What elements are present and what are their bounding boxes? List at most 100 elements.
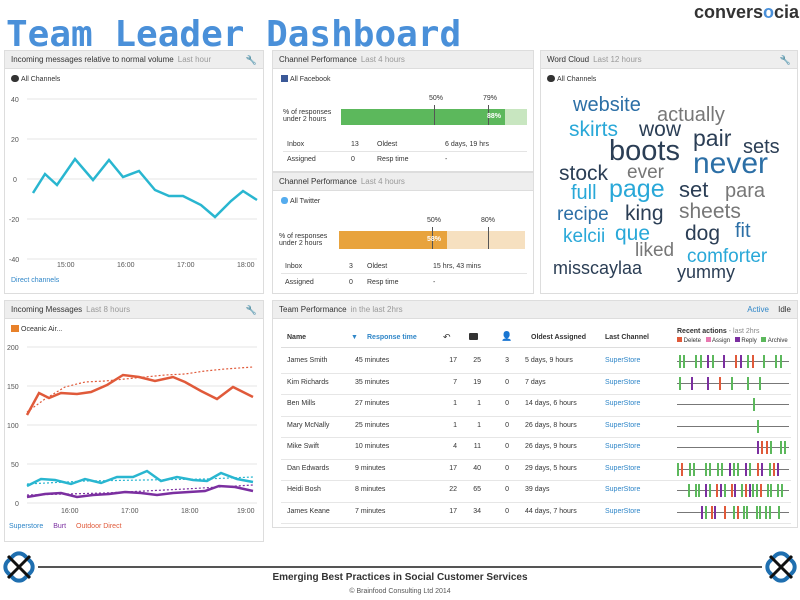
word-cloud-term[interactable]: website [573,94,641,116]
word-cloud-term[interactable]: stock [559,162,609,185]
channel-filter[interactable]: Oceanic Air... [11,325,62,333]
sort-desc-icon[interactable]: ▼ [351,334,358,341]
last-channel-link[interactable]: SuperStore [605,421,641,429]
word-cloud: website actually skirts wow pair boots s… [541,51,797,293]
activity-tick [747,355,750,368]
channel-filter[interactable]: All Channels [11,75,60,83]
word-cloud-term[interactable]: recipe [557,204,609,225]
col-last-channel[interactable]: Last Channel [605,334,649,341]
word-cloud-term[interactable]: sets [743,136,780,158]
response-time: 9 minutes [355,464,386,472]
legend-superstore[interactable]: Superstore [9,523,44,530]
legend-swatch-reply [734,337,740,342]
word-cloud-term[interactable]: fit [735,220,751,242]
table-row[interactable] [281,480,791,503]
panel-header: Channel Performance Last 4 hours [273,173,533,191]
table-row[interactable] [281,351,791,374]
col-oldest-assigned[interactable]: Oldest Assigned [531,334,586,341]
word-cloud-term[interactable]: skirts [569,118,618,141]
legend-reply: Reply [741,338,757,344]
y-tick: 150 [7,384,19,391]
table-row[interactable] [281,502,791,524]
table-row[interactable] [281,437,791,460]
last-channel-link[interactable]: SuperStore [605,378,641,386]
word-cloud-term[interactable]: king [625,202,664,225]
wrench-icon[interactable]: 🔧 [245,55,257,65]
activity-tick [679,355,682,368]
last-channel-link[interactable]: SuperStore [605,486,641,493]
activity-tick [741,484,744,497]
activity-tick [779,441,782,454]
col-name[interactable]: Name [287,334,307,341]
reply-icon[interactable]: ↶ [443,332,451,342]
count-assigned: 0 [505,443,509,450]
tab-idle[interactable]: Idle [778,305,791,314]
footer-title: Emerging Best Practices in Social Custom… [272,572,528,583]
channel-filter[interactable]: All Twitter [281,197,320,205]
panel-title: Incoming messages relative to normal vol… [11,55,174,64]
last-channel-link[interactable]: SuperStore [605,400,641,407]
table-row[interactable] [281,459,791,481]
word-cloud-term[interactable]: para [725,180,766,202]
count-inbox: 1 [477,400,481,407]
activity-tick [714,505,717,519]
channel-filter[interactable]: All Channels [547,75,596,83]
tab-active[interactable]: Active [747,305,769,314]
panel-range: Last 8 hours [86,305,131,314]
word-cloud-term[interactable]: full [571,182,597,204]
team-performance-panel: Team Performance in the last 2hrs Active … [272,300,798,528]
channel-filter[interactable]: All Facebook [281,75,330,83]
word-cloud-term[interactable]: dog [685,222,721,245]
oldest-value: 15 hrs, 43 mins [433,263,481,270]
word-cloud-term[interactable]: que [615,222,651,245]
series-legend-direct-channels[interactable]: Direct channels [11,277,60,284]
activity-timeline [677,425,789,427]
oldest-assigned: 29 days, 5 hours [525,464,577,472]
table-row[interactable] [281,416,791,438]
word-cloud-term[interactable]: comforter [687,246,768,267]
word-cloud-term[interactable]: boots [609,135,680,167]
oldest-assigned: 26 days, 8 hours [525,421,577,429]
word-cloud-term[interactable]: actually [657,104,725,126]
activity-tick [737,462,740,476]
count-replies: 17 [449,507,457,515]
wrench-icon[interactable]: 🔧 [779,55,791,65]
word-cloud-term[interactable]: wow [639,118,682,141]
word-cloud-term[interactable]: ever [627,162,664,183]
resp-time-label: Resp time [377,156,409,163]
word-cloud-term[interactable]: page [609,175,665,203]
word-cloud-term[interactable]: yummy [677,262,735,282]
last-channel-link[interactable]: SuperStore [605,464,641,472]
legend-burt[interactable]: Burt [53,523,67,530]
inbox-icon[interactable] [469,333,478,340]
legend-outdoor-direct[interactable]: Outdoor Direct [76,523,122,530]
assigned-value: 0 [351,156,355,163]
activity-tick [751,484,754,497]
word-cloud-term[interactable]: sheets [679,200,741,223]
word-cloud-term[interactable]: misscaylaa [553,258,643,278]
word-cloud-term[interactable]: set [679,177,709,202]
table-row[interactable] [281,394,791,417]
count-assigned: 0 [505,507,509,515]
col-response-time[interactable]: Response time [367,334,417,341]
word-cloud-term[interactable]: liked [635,240,675,261]
table-row[interactable] [281,373,791,395]
word-cloud-term[interactable]: kelcii [563,226,606,247]
last-channel-link[interactable]: SuperStore [605,357,641,364]
panel-header: Incoming messages relative to normal vol… [5,51,263,69]
user-icon[interactable]: 👤 [501,331,513,341]
activity-tick [775,355,778,368]
metric-label-line: % of responses [279,233,328,240]
word-cloud-term[interactable]: never [693,147,769,180]
activity-tick [723,484,726,497]
last-channel-link[interactable]: SuperStore [605,507,641,515]
wrench-icon[interactable]: 🔧 [245,305,257,315]
activity-tick [751,355,754,368]
oldest-assigned: 26 days, 9 hours [525,443,577,450]
panel-title: Team Performance [279,305,347,314]
activity-tick [735,355,738,368]
activity-tick [755,505,758,519]
activity-tick [719,484,722,497]
last-channel-link[interactable]: SuperStore [605,443,641,450]
word-cloud-term[interactable]: pair [693,125,732,151]
